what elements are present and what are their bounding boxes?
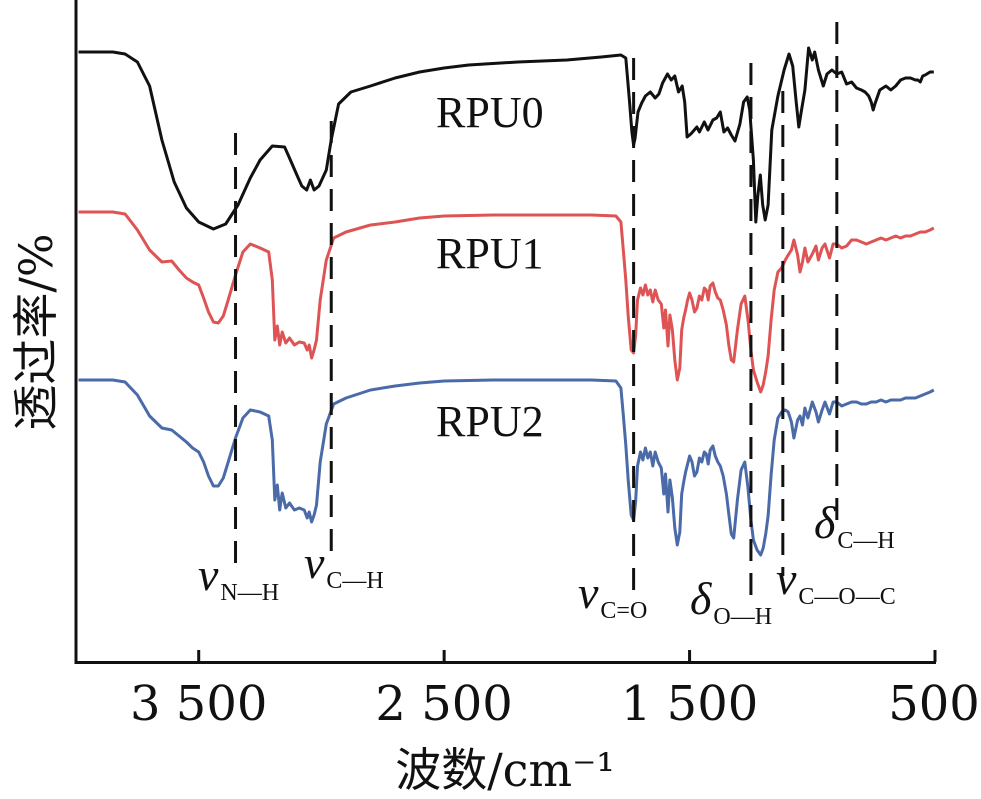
label-layer: RPU0 RPU1 RPU2	[436, 88, 544, 446]
marker-annotation-5: δC—H	[814, 497, 895, 554]
marker-subscript: O—H	[713, 604, 772, 630]
marker-subscript: C—H	[837, 528, 894, 554]
marker-subscript: N—H	[220, 580, 279, 606]
x-tick-label: 500	[888, 676, 980, 732]
series-label-rpu2: RPU2	[436, 397, 544, 446]
marker-annotation-4: vC—O—C	[776, 553, 896, 610]
marker-annotation-0: vN—H	[198, 549, 279, 606]
marker-symbol: δ	[690, 573, 712, 624]
x-tick-label: 2 500	[375, 676, 512, 732]
marker-subscript: C—O—C	[798, 584, 895, 610]
series-label-rpu0: RPU0	[436, 88, 544, 137]
series-line-rpu2	[78, 378, 935, 557]
marker-symbol: v	[578, 567, 599, 618]
series-line-rpu1	[78, 210, 935, 394]
marker-layer: vN—HvC—H vC=O δO—HvC—O—CδC—H	[198, 22, 896, 630]
marker-symbol: δ	[814, 497, 836, 548]
marker-subscript: C=O	[600, 598, 647, 624]
x-tick-label: 3 500	[130, 676, 267, 732]
marker-annotation-2: vC=O	[578, 567, 647, 624]
marker-annotation-1: vC—H	[304, 537, 384, 594]
series-label-rpu1: RPU1	[436, 229, 544, 278]
x-axis-title: 波数/cm⁻¹	[395, 743, 615, 797]
x-ticks: 3 500 2 500 1 500 500	[130, 650, 980, 732]
marker-annotation-3: δO—H	[690, 573, 772, 630]
axes	[74, 0, 936, 664]
marker-symbol: v	[198, 549, 219, 600]
series-layer	[78, 46, 935, 557]
marker-symbol: v	[776, 553, 797, 604]
y-axis-title: 透过率/%	[9, 233, 63, 430]
series-line-rpu0	[78, 46, 934, 231]
x-tick-label: 1 500	[621, 676, 758, 732]
marker-subscript: C—H	[326, 568, 383, 594]
marker-symbol: v	[304, 537, 325, 588]
